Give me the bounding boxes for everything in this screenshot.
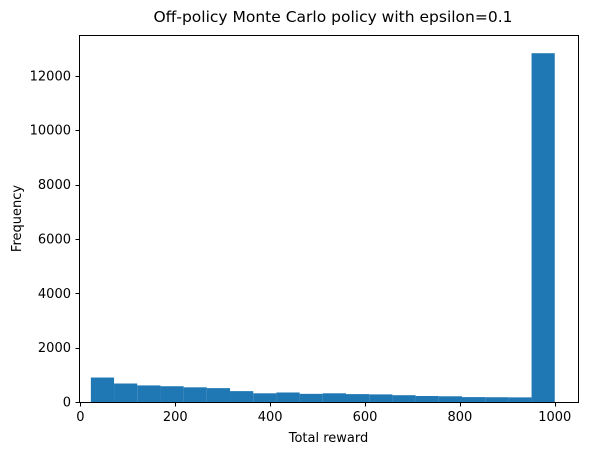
x-axis-label: Total reward [288,431,369,446]
histogram-bar-8 [253,393,277,402]
histogram-bar-2 [114,383,138,402]
chart-title: Off-policy Monte Carlo policy with epsil… [153,8,512,26]
histogram-bar-1 [90,377,115,402]
histogram-bar-3 [137,385,161,402]
x-tick-label: 1000 [538,410,571,425]
bars-group [90,53,555,402]
plot-frame [79,35,579,403]
x-tick-label: 800 [447,410,472,425]
x-tick-label: 200 [163,410,188,425]
y-tick-label: 6000 [38,232,71,247]
histogram-bar-5 [183,387,207,402]
y-tick-label: 12000 [30,69,71,84]
histogram-bar-14 [392,395,416,402]
histogram-bar-6 [206,388,231,402]
histogram-bar-18 [485,397,509,402]
y-tick-label: 4000 [38,287,71,302]
histogram-bar-20 [531,53,555,402]
histogram-bar-9 [276,392,300,402]
x-tick-label: 0 [76,410,84,425]
x-tick-label: 400 [258,410,283,425]
x-axis: 0 200 400 600 800 1000 [76,402,571,425]
histogram-bar-12 [346,394,370,402]
histogram-bar-7 [230,391,254,402]
histogram-bar-10 [299,393,323,402]
histogram-bar-15 [415,396,439,402]
y-axis-label: Frequency [10,185,25,252]
y-tick-label: 2000 [38,341,71,356]
y-tick-label: 10000 [30,124,71,139]
x-tick-label: 600 [353,410,378,425]
histogram-bar-4 [160,386,184,402]
histogram-bar-13 [369,394,393,402]
y-tick-label: 8000 [38,178,71,193]
histogram-bar-17 [461,397,486,402]
y-tick-label: 0 [63,396,71,411]
y-axis: 0 2000 4000 6000 8000 10000 12000 [30,69,80,411]
histogram-bar-19 [508,397,532,402]
histogram-bar-11 [322,393,347,402]
histogram-bar-16 [438,396,462,402]
